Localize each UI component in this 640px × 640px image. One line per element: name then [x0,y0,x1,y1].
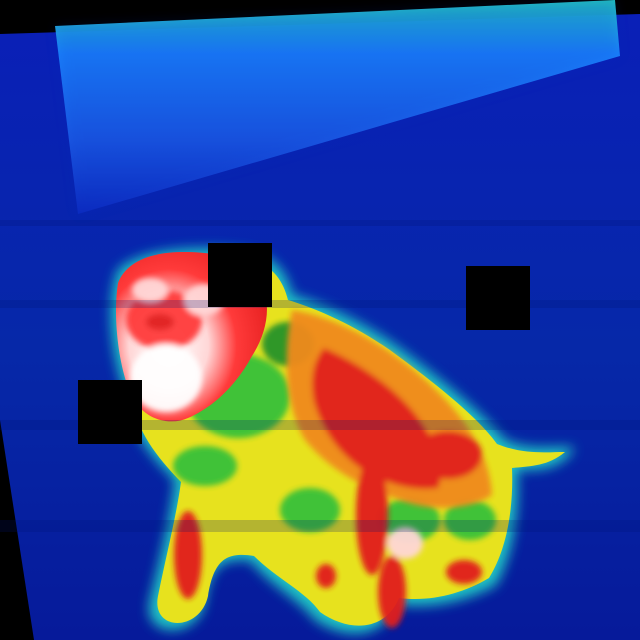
occlusion-block [466,266,530,330]
occlusion-block [78,380,142,444]
occlusion-block [208,243,272,307]
